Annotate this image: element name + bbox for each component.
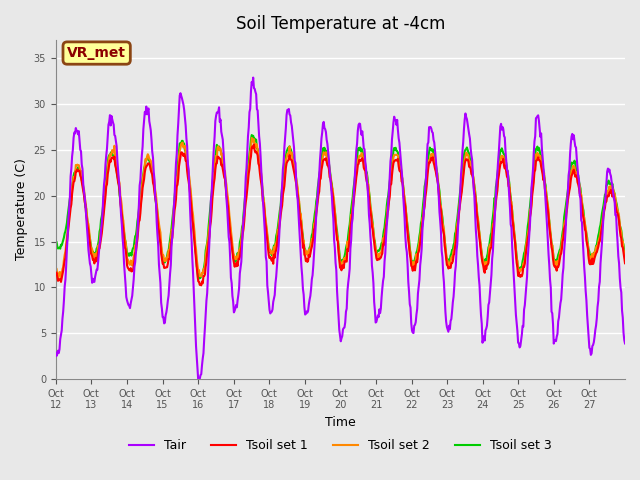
Tsoil set 3	[52, 239, 60, 244]
Tair	[119, 235, 127, 241]
Line: Tsoil set 1: Tsoil set 1	[56, 144, 625, 285]
Tsoil set 1	[52, 271, 60, 277]
Tsoil set 3	[275, 219, 282, 225]
Tsoil set 2	[401, 195, 408, 201]
Tsoil set 2	[52, 266, 60, 272]
Y-axis label: Temperature (C): Temperature (C)	[15, 158, 28, 261]
Tsoil set 3	[224, 202, 232, 207]
Tsoil set 3	[119, 216, 127, 221]
Tsoil set 2	[248, 135, 255, 141]
Tsoil set 3	[253, 145, 260, 151]
Tair	[621, 340, 629, 346]
Tsoil set 1	[275, 232, 282, 238]
Tsoil set 2	[120, 217, 127, 223]
Tair	[250, 75, 257, 81]
Text: VR_met: VR_met	[67, 46, 126, 60]
Tsoil set 1	[253, 150, 260, 156]
Tsoil set 1	[250, 142, 258, 147]
Tsoil set 1	[621, 260, 629, 266]
Tair	[52, 350, 60, 356]
Tsoil set 3	[248, 132, 255, 138]
Tair	[433, 166, 440, 172]
Tsoil set 3	[621, 248, 629, 254]
X-axis label: Time: Time	[325, 416, 356, 429]
Tair	[253, 107, 260, 112]
Tsoil set 1	[224, 204, 232, 209]
Tsoil set 1	[433, 173, 440, 179]
Tsoil set 2	[224, 195, 232, 201]
Tair	[401, 215, 408, 221]
Tair	[224, 219, 232, 225]
Line: Tsoil set 3: Tsoil set 3	[56, 135, 625, 278]
Tsoil set 2	[253, 142, 260, 148]
Tsoil set 3	[401, 196, 408, 202]
Tsoil set 3	[195, 276, 203, 281]
Tsoil set 2	[621, 255, 629, 261]
Line: Tsoil set 2: Tsoil set 2	[56, 138, 625, 280]
Tsoil set 2	[433, 168, 440, 174]
Title: Soil Temperature at -4cm: Soil Temperature at -4cm	[236, 15, 445, 33]
Tsoil set 1	[197, 282, 205, 288]
Tsoil set 2	[54, 277, 62, 283]
Tair	[275, 246, 282, 252]
Tsoil set 2	[275, 227, 282, 233]
Legend: Tair, Tsoil set 1, Tsoil set 2, Tsoil set 3: Tair, Tsoil set 1, Tsoil set 2, Tsoil se…	[124, 434, 557, 457]
Tsoil set 3	[433, 166, 440, 171]
Tair	[195, 382, 203, 387]
Line: Tair: Tair	[56, 78, 625, 384]
Tsoil set 1	[119, 221, 127, 227]
Tsoil set 1	[401, 199, 408, 205]
